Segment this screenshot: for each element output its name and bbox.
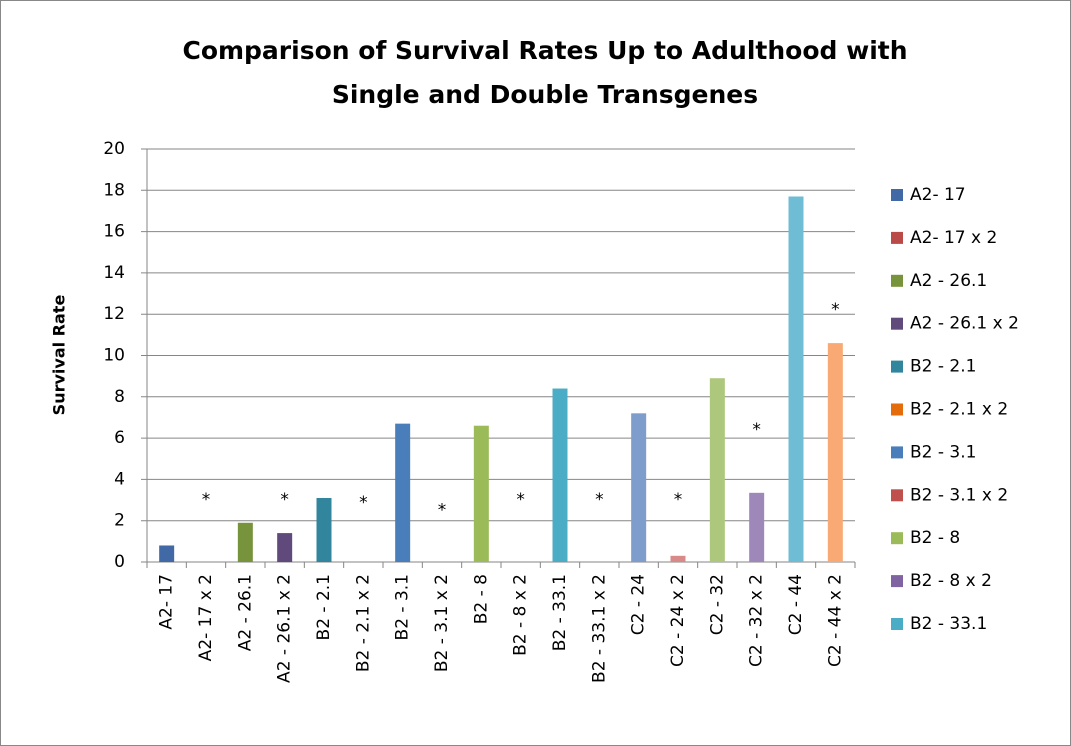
- chart-title: Comparison of Survival Rates Up to Adult…: [182, 36, 907, 65]
- legend-swatch: [891, 189, 903, 201]
- bar: [788, 196, 804, 562]
- bar: [316, 497, 332, 562]
- y-tick-label: 18: [103, 180, 125, 200]
- x-tick-label: B2 - 2.1: [314, 574, 334, 640]
- y-tick-label: 12: [103, 304, 125, 324]
- legend-label: A2 - 26.1 x 2: [910, 314, 1019, 334]
- bar: [237, 522, 253, 562]
- x-tick-label: B2 - 33.1: [550, 574, 570, 651]
- bar: [670, 555, 686, 562]
- legend-label: B2 - 33.1: [910, 614, 987, 634]
- y-tick-label: 4: [114, 469, 125, 489]
- legend-label: A2 - 26.1: [910, 271, 987, 291]
- x-tick-label: C2 - 32: [707, 574, 727, 635]
- legend-swatch: [891, 317, 903, 330]
- x-tick-label: B2 - 8: [471, 574, 491, 624]
- bar: [552, 388, 568, 562]
- legend-label: B2 - 3.1: [910, 442, 976, 462]
- legend-swatch: [891, 360, 903, 373]
- legend-swatch: [891, 575, 903, 588]
- y-tick-label: 16: [103, 222, 125, 242]
- y-tick-label: 20: [103, 139, 125, 159]
- x-tick-label: A2- 17 x 2: [196, 574, 216, 661]
- annotation: *: [516, 490, 525, 510]
- annotation: *: [438, 500, 447, 520]
- bar: [709, 378, 725, 562]
- legend-label: A2- 17: [910, 185, 966, 205]
- bar: [631, 413, 647, 562]
- x-tick-label: B2 - 33.1 x 2: [589, 574, 609, 683]
- legend-swatch: [891, 532, 903, 545]
- annotation: *: [674, 490, 683, 510]
- legend-label: B2 - 8 x 2: [910, 571, 992, 591]
- bar: [159, 545, 175, 562]
- legend-swatch: [891, 618, 903, 630]
- x-tick-label: A2- 17: [157, 574, 177, 630]
- annotation: *: [595, 490, 604, 510]
- annotation: *: [280, 490, 289, 510]
- x-tick-label: A2 - 26.1 x 2: [275, 574, 295, 683]
- x-tick-label: B2 - 8 x 2: [511, 574, 531, 656]
- bar: [827, 343, 843, 562]
- x-tick-label: B2 - 3.1 x 2: [432, 574, 452, 672]
- x-tick-label: C2 - 44: [786, 574, 806, 635]
- y-tick-label: 10: [103, 346, 125, 366]
- legend-swatch: [891, 274, 903, 287]
- x-tick-label: C2 - 24: [629, 574, 649, 635]
- x-tick-label: B2 - 3.1: [393, 574, 413, 640]
- bar: [277, 533, 293, 562]
- legend-swatch: [891, 446, 903, 459]
- annotation: *: [359, 493, 368, 513]
- legend-swatch: [891, 403, 903, 416]
- bar: [749, 492, 765, 562]
- x-tick-label: A2 - 26.1: [235, 574, 255, 651]
- y-tick-label: 8: [114, 387, 125, 407]
- legend-label: B2 - 2.1 x 2: [910, 400, 1008, 420]
- y-tick-label: 6: [114, 428, 125, 448]
- legend-swatch: [891, 231, 903, 244]
- legend-label: B2 - 8: [910, 528, 960, 548]
- annotation: *: [752, 420, 761, 440]
- bar: [473, 425, 489, 562]
- y-tick-label: 14: [103, 263, 125, 283]
- y-tick-label: 2: [114, 511, 125, 531]
- x-tick-label: C2 - 32 x 2: [747, 574, 767, 667]
- x-tick-label: C2 - 24 x 2: [668, 574, 688, 667]
- legend-label: B2 - 2.1: [910, 357, 976, 377]
- bar: [395, 423, 411, 562]
- x-tick-label: C2 - 44 x 2: [825, 574, 845, 667]
- annotation: *: [831, 300, 840, 320]
- x-tick-label: B2 - 2.1 x 2: [353, 574, 373, 672]
- y-tick-label: 0: [114, 552, 125, 572]
- annotation: *: [202, 490, 211, 510]
- y-axis-label: Survival Rate: [50, 295, 69, 416]
- legend-label: B2 - 3.1 x 2: [910, 485, 1008, 505]
- chart-title: Single and Double Transgenes: [332, 80, 758, 109]
- legend-label: A2- 17 x 2: [910, 228, 997, 248]
- legend-swatch: [891, 489, 903, 502]
